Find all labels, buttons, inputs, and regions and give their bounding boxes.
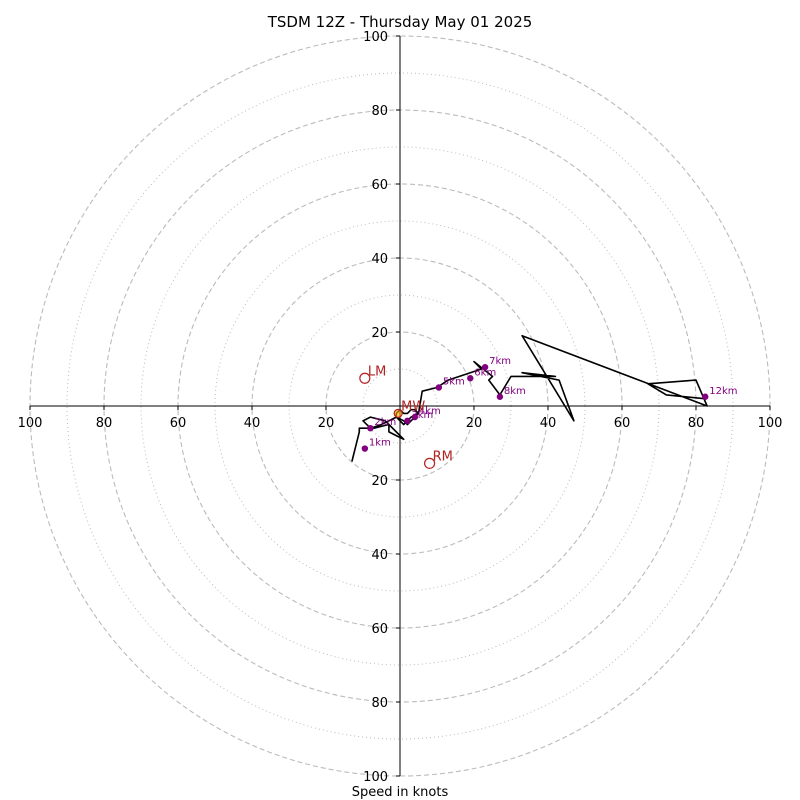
height-point-8km — [496, 393, 504, 400]
y-tick-label: 60 — [371, 178, 388, 193]
motion-marker-RM — [424, 457, 436, 469]
height-label-4km: 4km — [419, 406, 441, 417]
height-point-6km — [467, 375, 474, 382]
y-tick-label: 100 — [363, 770, 388, 785]
tick-labels: 100 80 60 40 20 20 40 60 80 100 20 40 60 80 100 20 40 60 8… — [18, 30, 783, 785]
height-point-12km — [702, 393, 709, 400]
x-tick-label: 20 — [318, 416, 335, 431]
axes — [30, 36, 770, 776]
height-label-3km: 3km — [411, 410, 433, 421]
height-label-8km: 8km — [504, 386, 526, 397]
storm-motion-markers: LM RM MW — [359, 364, 453, 469]
motion-label-RM: RM — [433, 449, 453, 464]
height-label-2km: 2km — [374, 417, 396, 428]
motion-marker-LM — [359, 372, 371, 384]
x-tick-label: 80 — [96, 416, 113, 431]
height-label-5km: 5km — [443, 377, 465, 388]
x-tick-label: 100 — [758, 416, 783, 431]
x-tick-label: 20 — [466, 416, 483, 431]
chart-title: TSDM 12Z - Thursday May 01 2025 — [267, 13, 533, 31]
y-tick-label: 40 — [371, 252, 388, 267]
motion-label-MW: MW — [401, 399, 425, 414]
height-label-7km: 7km — [489, 356, 511, 367]
motion-label-LM: LM — [368, 364, 386, 379]
y-tick-label: 40 — [371, 548, 388, 563]
y-tick-label: 60 — [371, 622, 388, 637]
height-label-1km: 1km — [369, 438, 391, 449]
motion-marker-MW — [393, 408, 403, 418]
y-tick-label: 100 — [363, 30, 388, 45]
x-tick-label: 100 — [18, 416, 43, 431]
x-tick-label: 80 — [688, 416, 705, 431]
height-label-12km: 12km — [709, 386, 737, 397]
height-point-2km — [367, 425, 374, 432]
height-point-1km — [361, 445, 369, 452]
y-tick-label: 20 — [371, 326, 388, 341]
height-point-7km — [481, 363, 489, 371]
height-point-3km — [404, 417, 411, 424]
height-label-6km: 6km — [474, 367, 496, 378]
y-tick-label: 80 — [371, 696, 388, 711]
x-tick-label: 60 — [614, 416, 631, 431]
height-point-4km — [411, 413, 418, 421]
x-axis-label: Speed in knots — [352, 785, 449, 800]
x-tick-label: 40 — [244, 416, 261, 431]
y-tick-label: 80 — [371, 104, 388, 119]
y-tick-label: 20 — [371, 474, 388, 489]
x-tick-label: 60 — [170, 416, 187, 431]
height-point-5km — [435, 384, 443, 391]
x-tick-label: 40 — [540, 416, 557, 431]
